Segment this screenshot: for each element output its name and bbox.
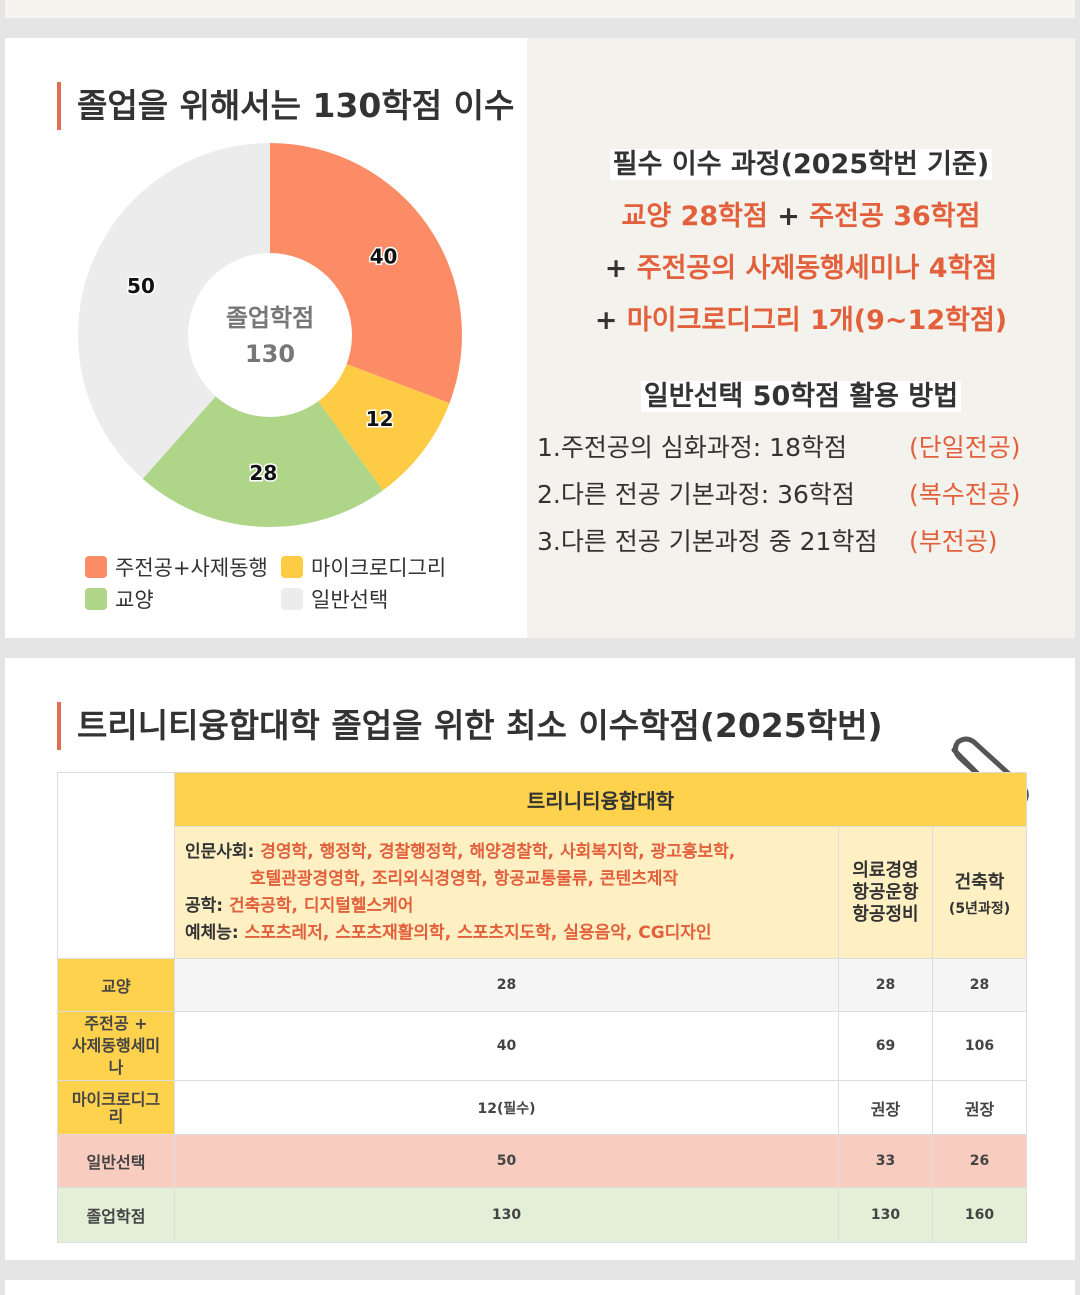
chart-legend: 주전공+사제동행 마이크로디그리 교양 일반선택 [85, 550, 505, 620]
column-group-aviation: 의료경영 항공운항 항공정비 [838, 826, 933, 959]
column-group-humanities: 인문사회: 경영학, 행정학, 경찰행정학, 해양경찰학, 사회복지학, 광고홍… [174, 826, 839, 959]
donut-slice-label: 12 [366, 407, 394, 431]
legend-swatch [85, 588, 107, 610]
row-label: 교양 [57, 958, 175, 1012]
donut-center-value: 130 [245, 340, 295, 368]
graduation-credits-card: 졸업을 위해서는 130학점 이수 졸업학점 130 40 12 28 50 주전공+… [5, 38, 1075, 638]
required-heading: 필수 이수 과정(2025학번 기준) [527, 142, 1075, 181]
donut-hole [188, 253, 352, 417]
required-line-2: + 주전공의 사제동행세미나 4학점 [604, 253, 998, 284]
required-line-3: + 마이크로디그리 1개(9~12학점) [594, 305, 1008, 336]
previous-card-strip [5, 0, 1075, 18]
donut-slice-label: 50 [127, 274, 155, 298]
elective-item: 1.주전공의 심화과정: 18학점 [537, 433, 847, 462]
elective-item-tag: (단일전공) [909, 433, 1021, 462]
table-cell: 40 [174, 1011, 839, 1081]
legend-swatch [281, 556, 303, 578]
legend-label: 일반선택 [311, 588, 389, 612]
table-cell: 28 [838, 958, 933, 1012]
row-label: 마이크로디그 리 [57, 1080, 175, 1135]
table-cell: 33 [838, 1134, 933, 1188]
elective-item: 3.다른 전공 기본과정 중 21학점 [537, 527, 878, 556]
table-corner [57, 772, 175, 959]
elective-item-tag: (부전공) [909, 527, 998, 556]
elective-item-tag: (복수전공) [909, 480, 1021, 509]
table-header: 트리니티융합대학 [173, 772, 1028, 827]
legend-item-liberal-arts: 교양 [85, 584, 154, 614]
donut-slice-label: 28 [249, 461, 277, 485]
legend-item-major: 주전공+사제동행 [85, 552, 268, 582]
elective-item: 2.다른 전공 기본과정: 36학점 [537, 480, 855, 509]
row-label: 일반선택 [57, 1134, 175, 1188]
table-cell: 12(필수) [174, 1080, 839, 1135]
credits-donut-chart: 졸업학점 130 40 12 28 50 [78, 143, 463, 527]
min-credits-card: 트리니티융합대학 졸업을 위한 최소 이수학점(2025학번) 트리니티융합대학… [5, 658, 1075, 1260]
table-cell: 28 [931, 958, 1028, 1012]
section-title: 졸업을 위해서는 130학점 이수 [57, 82, 514, 130]
legend-item-microdegree: 마이크로디그리 [281, 552, 446, 582]
elective-heading: 일반선택 50학점 활용 방법 [527, 374, 1075, 413]
legend-swatch [281, 588, 303, 610]
donut-slice-label: 40 [370, 245, 398, 269]
row-label: 주전공 + 사제동행세미 나 [57, 1011, 175, 1081]
table-cell: 69 [838, 1011, 933, 1081]
table-cell: 28 [174, 958, 839, 1012]
required-courses-panel [527, 38, 1075, 638]
required-line-1: 교양 28학점 + 주전공 36학점 [621, 201, 981, 232]
table-cell: 130 [174, 1187, 839, 1243]
table-cell: 권장 [838, 1080, 933, 1135]
next-card-strip [5, 1280, 1075, 1295]
section-title: 트리니티융합대학 졸업을 위한 최소 이수학점(2025학번) [57, 702, 883, 750]
donut-slice [78, 143, 271, 479]
legend-label: 주전공+사제동행 [115, 556, 268, 580]
legend-item-general-elective: 일반선택 [281, 584, 388, 614]
donut-slice [142, 335, 383, 527]
table-cell: 26 [931, 1134, 1028, 1188]
legend-label: 마이크로디그리 [311, 556, 447, 580]
credits-table: 트리니티융합대학 인문사회: 경영학, 행정학, 경찰행정학, 해양경찰학, 사… [57, 772, 1028, 1243]
table-cell: 160 [931, 1187, 1028, 1243]
table-cell: 권장 [931, 1080, 1028, 1135]
legend-swatch [85, 556, 107, 578]
donut-center-label: 졸업학점 [226, 304, 314, 332]
table-cell: 50 [174, 1134, 839, 1188]
row-label: 졸업학점 [57, 1187, 175, 1243]
table-cell: 106 [931, 1011, 1028, 1081]
table-cell: 130 [838, 1187, 933, 1243]
legend-label: 교양 [115, 588, 154, 612]
column-group-architecture: 건축학 (5년과정) [931, 826, 1028, 959]
